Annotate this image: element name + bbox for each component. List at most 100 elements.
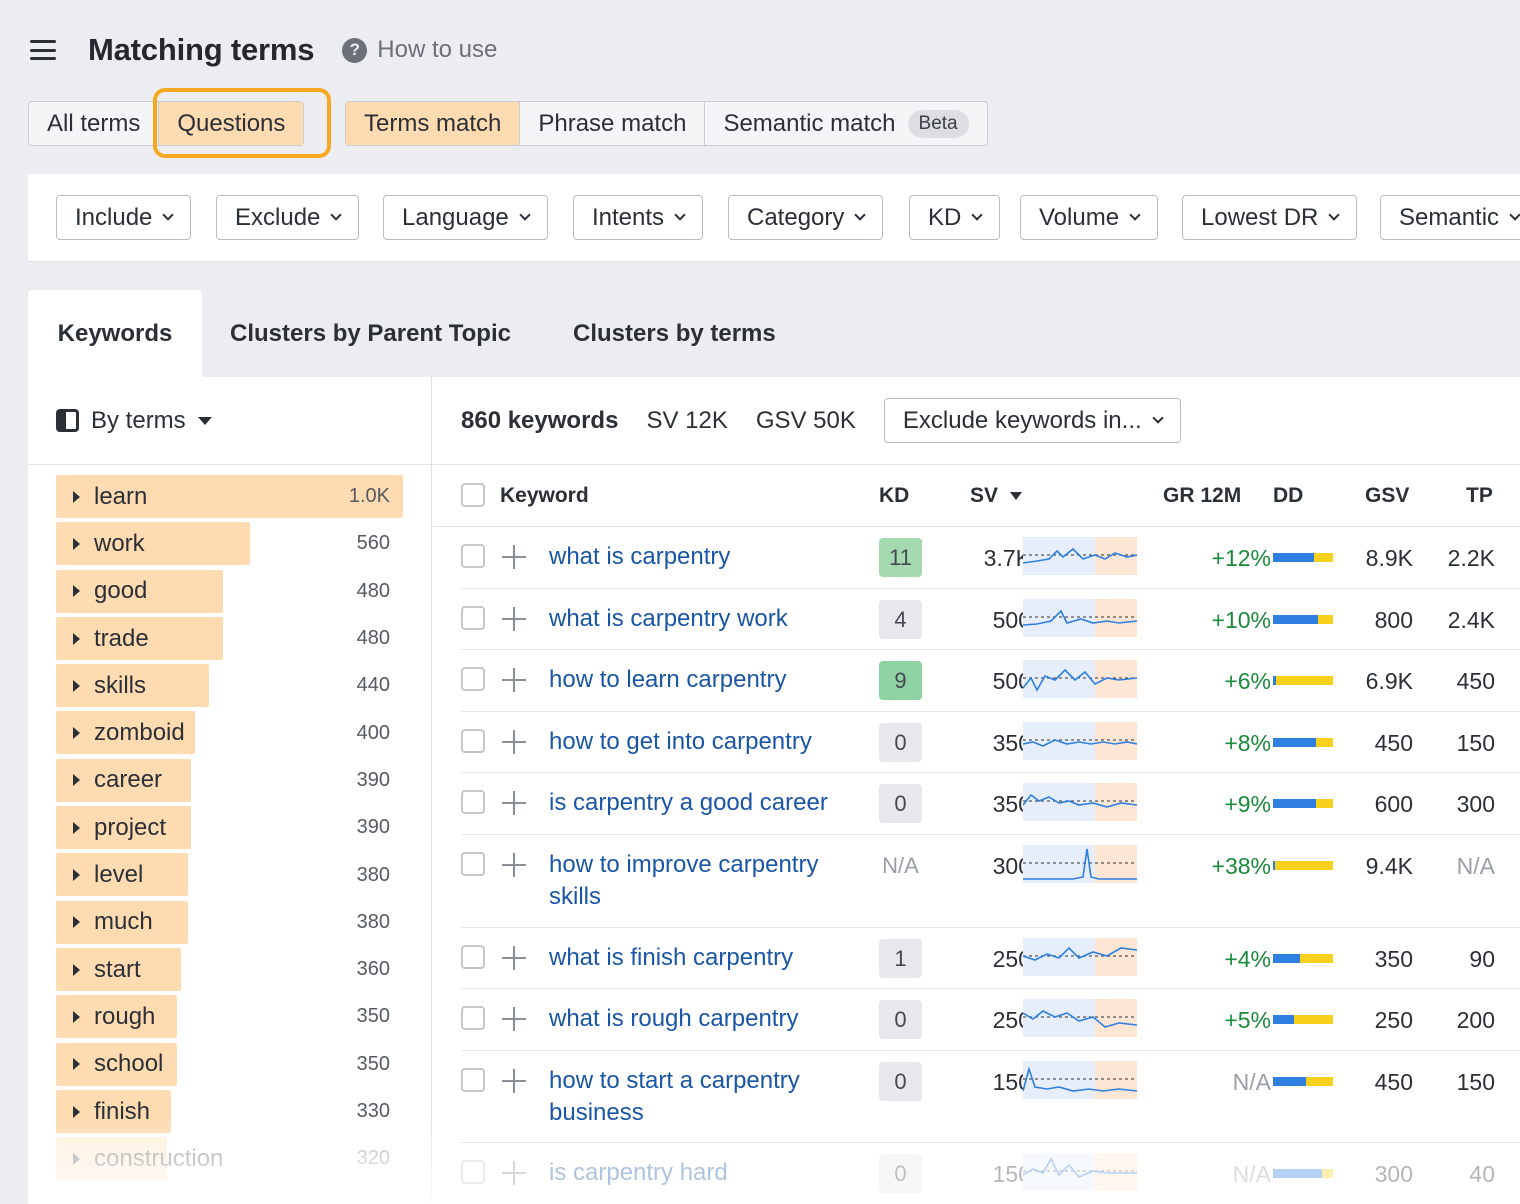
filter-language[interactable]: Language xyxy=(383,195,548,240)
filter-semantic[interactable]: Semantic xyxy=(1380,195,1520,240)
keyword-link[interactable]: what is carpentry xyxy=(549,543,731,570)
tab-keywords[interactable]: Keywords xyxy=(28,290,202,377)
term-item[interactable]: skills 440 xyxy=(56,662,404,709)
how-to-use-link[interactable]: ? How to use xyxy=(342,36,497,64)
row-checkbox[interactable] xyxy=(461,667,485,691)
keyword-link[interactable]: what is carpentry work xyxy=(549,605,788,632)
filter-intents[interactable]: Intents xyxy=(573,195,704,240)
filter-include[interactable]: Include xyxy=(56,195,192,240)
term-item[interactable]: career 390 xyxy=(56,757,404,804)
add-icon[interactable] xyxy=(501,1068,527,1094)
filter-kd[interactable]: KD xyxy=(909,195,1001,240)
sv-value: 3.7K xyxy=(983,545,1031,571)
filter-exclude[interactable]: Exclude xyxy=(216,195,360,240)
row-checkbox[interactable] xyxy=(461,1068,485,1092)
tab-questions[interactable]: Questions xyxy=(159,102,304,145)
term-item[interactable]: work 560 xyxy=(56,520,404,567)
term-item[interactable]: learn 1.0K xyxy=(56,473,404,520)
term-item[interactable]: much 380 xyxy=(56,899,404,946)
expand-triangle-icon[interactable] xyxy=(73,632,80,645)
dd-bar-yellow xyxy=(1314,553,1333,562)
term-item[interactable]: finish 330 xyxy=(56,1088,404,1135)
tab-phrase-match[interactable]: Phrase match xyxy=(520,102,706,145)
filter-volume[interactable]: Volume xyxy=(1020,195,1159,240)
add-icon[interactable] xyxy=(501,1160,527,1186)
col-dd[interactable]: DD xyxy=(1273,484,1304,507)
add-icon[interactable] xyxy=(501,544,527,570)
expand-triangle-icon[interactable] xyxy=(73,585,80,598)
col-gr-12m[interactable]: GR 12M xyxy=(1163,484,1242,507)
expand-triangle-icon[interactable] xyxy=(73,821,80,834)
sparkline-line xyxy=(1023,739,1137,747)
expand-triangle-icon[interactable] xyxy=(73,679,80,692)
keyword-link[interactable]: is carpentry hard xyxy=(549,1159,728,1186)
tab-terms-match[interactable]: Terms match xyxy=(346,102,521,145)
keyword-link[interactable]: what is rough carpentry xyxy=(549,1005,799,1032)
expand-triangle-icon[interactable] xyxy=(73,537,80,550)
col-tp[interactable]: TP xyxy=(1466,484,1493,507)
menu-icon[interactable] xyxy=(30,40,56,60)
filter-lowest-dr[interactable]: Lowest DR xyxy=(1182,195,1358,240)
expand-triangle-icon[interactable] xyxy=(73,1152,80,1165)
expand-triangle-icon[interactable] xyxy=(73,727,80,740)
term-item[interactable]: school 350 xyxy=(56,1041,404,1088)
tab-clusters-parent-topic[interactable]: Clusters by Parent Topic xyxy=(230,319,511,347)
keyword-link[interactable]: how to learn carpentry xyxy=(549,666,787,693)
term-count: 380 xyxy=(356,910,390,933)
col-sv[interactable]: SV xyxy=(970,484,1022,508)
keyword-link[interactable]: how to get into carpentry xyxy=(549,728,812,755)
add-icon[interactable] xyxy=(501,852,527,878)
add-icon[interactable] xyxy=(501,1006,527,1032)
filter-category[interactable]: Category xyxy=(728,195,884,240)
term-name: skills xyxy=(94,671,146,699)
tab-semantic-match[interactable]: Semantic match Beta xyxy=(705,102,986,145)
row-checkbox[interactable] xyxy=(461,606,485,630)
col-kd[interactable]: KD xyxy=(879,484,910,507)
col-keyword[interactable]: Keyword xyxy=(500,484,589,507)
term-item[interactable]: construction 320 xyxy=(56,1135,404,1182)
expand-triangle-icon[interactable] xyxy=(73,963,80,976)
row-checkbox[interactable] xyxy=(461,945,485,969)
trend-sparkline xyxy=(1023,783,1137,821)
expand-triangle-icon[interactable] xyxy=(73,490,80,503)
col-gsv[interactable]: GSV xyxy=(1365,484,1410,507)
row-checkbox[interactable] xyxy=(461,1006,485,1030)
term-count: 440 xyxy=(356,674,390,697)
term-item[interactable]: zomboid 400 xyxy=(56,709,404,756)
expand-triangle-icon[interactable] xyxy=(73,1010,80,1023)
expand-triangle-icon[interactable] xyxy=(73,916,80,929)
add-icon[interactable] xyxy=(501,606,527,632)
add-icon[interactable] xyxy=(501,790,527,816)
keyword-link[interactable]: how to improve carpentry skills xyxy=(549,851,819,910)
gsv-value: 8.9K xyxy=(1365,545,1413,571)
expand-triangle-icon[interactable] xyxy=(73,1058,80,1071)
group-by-dropdown[interactable]: By terms xyxy=(28,377,432,465)
term-item[interactable]: project 390 xyxy=(56,804,404,851)
row-checkbox[interactable] xyxy=(461,544,485,568)
growth-value: +4% xyxy=(1224,946,1271,972)
row-checkbox[interactable] xyxy=(461,852,485,876)
exclude-keywords-dropdown[interactable]: Exclude keywords in... xyxy=(883,398,1181,443)
add-icon[interactable] xyxy=(501,729,527,755)
dd-bar xyxy=(1273,799,1333,808)
row-checkbox[interactable] xyxy=(461,1160,485,1184)
keyword-link[interactable]: is carpentry a good career xyxy=(549,789,828,816)
expand-triangle-icon[interactable] xyxy=(73,1105,80,1118)
trend-sparkline xyxy=(1023,1061,1137,1099)
term-item[interactable]: level 380 xyxy=(56,851,404,898)
add-icon[interactable] xyxy=(501,945,527,971)
expand-triangle-icon[interactable] xyxy=(73,774,80,787)
expand-triangle-icon[interactable] xyxy=(73,869,80,882)
row-checkbox[interactable] xyxy=(461,790,485,814)
keyword-link[interactable]: how to start a carpentry business xyxy=(549,1067,800,1126)
select-all-checkbox[interactable] xyxy=(461,483,485,507)
keyword-link[interactable]: what is finish carpentry xyxy=(549,944,794,971)
add-icon[interactable] xyxy=(501,667,527,693)
term-item[interactable]: rough 350 xyxy=(56,993,404,1040)
row-checkbox[interactable] xyxy=(461,729,485,753)
term-item[interactable]: trade 480 xyxy=(56,615,404,662)
tab-clusters-terms[interactable]: Clusters by terms xyxy=(573,319,776,347)
term-item[interactable]: good 480 xyxy=(56,568,404,615)
tab-all-terms[interactable]: All terms xyxy=(29,102,160,145)
term-item[interactable]: start 360 xyxy=(56,946,404,993)
